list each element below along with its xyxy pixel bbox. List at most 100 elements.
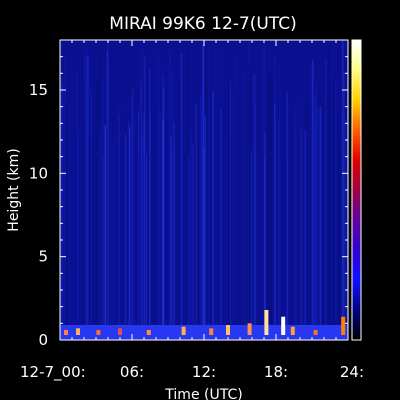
echo-streak [98, 54, 101, 340]
echo-feature [226, 325, 230, 335]
echo-feature [146, 330, 151, 335]
echo-streak [162, 88, 165, 340]
echo-streak [171, 70, 174, 340]
echo-streak [200, 89, 203, 340]
echo-streak [186, 49, 189, 340]
colorbar [351, 39, 362, 341]
echo-streak [173, 139, 175, 340]
echo-streak [254, 105, 256, 340]
echo-streak [236, 54, 238, 340]
echo-streak [96, 135, 97, 340]
echo-feature [264, 310, 269, 335]
echo-feature [96, 330, 101, 335]
echo-streak [325, 60, 327, 340]
echo-streak [140, 81, 142, 340]
echo-streak [62, 83, 64, 340]
echo-streak [126, 115, 129, 340]
echo-streak [232, 92, 235, 340]
echo-streak [323, 105, 325, 340]
echo-streak [101, 156, 104, 340]
echo-streak [141, 40, 144, 340]
echo-streak [124, 133, 126, 340]
echo-streak [342, 40, 344, 340]
echo-streak [315, 89, 317, 340]
echo-streak [286, 159, 289, 340]
echo-streak [219, 42, 221, 340]
echo-streak [244, 72, 245, 340]
x-axis-label: Time (UTC) [164, 387, 242, 400]
echo-streak [73, 132, 75, 340]
echo-streak [253, 73, 256, 340]
echo-streak [162, 119, 164, 340]
echo-streak [107, 40, 109, 340]
echo-streak [190, 128, 192, 340]
x-tick-label: 18: [264, 363, 288, 381]
echo-streak [138, 155, 140, 340]
echo-streak [345, 94, 347, 340]
echo-streak [77, 129, 79, 340]
echo-streak [279, 65, 281, 340]
echo-feature [290, 326, 295, 335]
echo-streak [254, 151, 257, 340]
echo-streak [304, 130, 307, 340]
echo-streak [248, 63, 251, 340]
echo-streak [144, 154, 145, 340]
echo-streak [85, 76, 87, 340]
plot-area [60, 40, 348, 340]
echo-streak [345, 119, 347, 340]
echo-streak [88, 133, 90, 340]
y-tick-label: 10 [29, 164, 48, 182]
echo-streak [112, 140, 115, 340]
echo-streak [319, 106, 322, 340]
echo-feature [181, 326, 186, 335]
echo-streak [107, 57, 109, 340]
echo-streak [169, 50, 171, 340]
echo-streak [343, 71, 345, 340]
echo-streak [178, 77, 180, 340]
echo-streak [328, 44, 331, 340]
echo-streak [146, 153, 147, 340]
echo-streak [338, 151, 341, 340]
echo-streak [263, 41, 265, 340]
y-axis: 0 5 10 15 [29, 39, 348, 349]
x-tick-label: 12-7_00: [20, 363, 86, 382]
echo-streak [264, 155, 266, 340]
echo-feature [341, 316, 346, 335]
echo-streak [96, 127, 98, 340]
echo-streak [331, 50, 333, 340]
echo-streak [104, 124, 106, 340]
echo-streak [264, 132, 266, 340]
echo-streak [157, 52, 159, 340]
echo-streak [230, 81, 231, 340]
echo-streak [220, 108, 222, 340]
echo-streak [87, 56, 89, 340]
echo-streak [181, 114, 183, 340]
echo-streak [270, 73, 273, 340]
y-tick-label: 0 [38, 331, 48, 349]
echo-streak [131, 98, 133, 340]
echo-streak [118, 114, 120, 340]
echo-streak [311, 60, 314, 340]
echo-streak [228, 119, 230, 340]
echo-streak [159, 109, 161, 340]
echo-streak [332, 136, 334, 340]
echo-streak [149, 113, 151, 340]
echo-streak [333, 76, 335, 340]
echo-streak [110, 120, 113, 340]
echo-streak [133, 114, 135, 340]
echo-feature [76, 328, 80, 335]
echo-streak [202, 43, 205, 340]
echo-streak [274, 103, 276, 340]
echo-streak [170, 134, 173, 340]
echo-streak [68, 99, 70, 340]
echo-streak [76, 70, 78, 340]
echo-streak [300, 129, 302, 340]
echo-streak [117, 103, 119, 340]
echo-streak [91, 97, 92, 340]
echo-streak [187, 154, 190, 340]
echo-streak [268, 72, 271, 340]
echo-streak [215, 46, 217, 340]
echo-streak [90, 88, 92, 340]
echo-streak [227, 132, 230, 340]
